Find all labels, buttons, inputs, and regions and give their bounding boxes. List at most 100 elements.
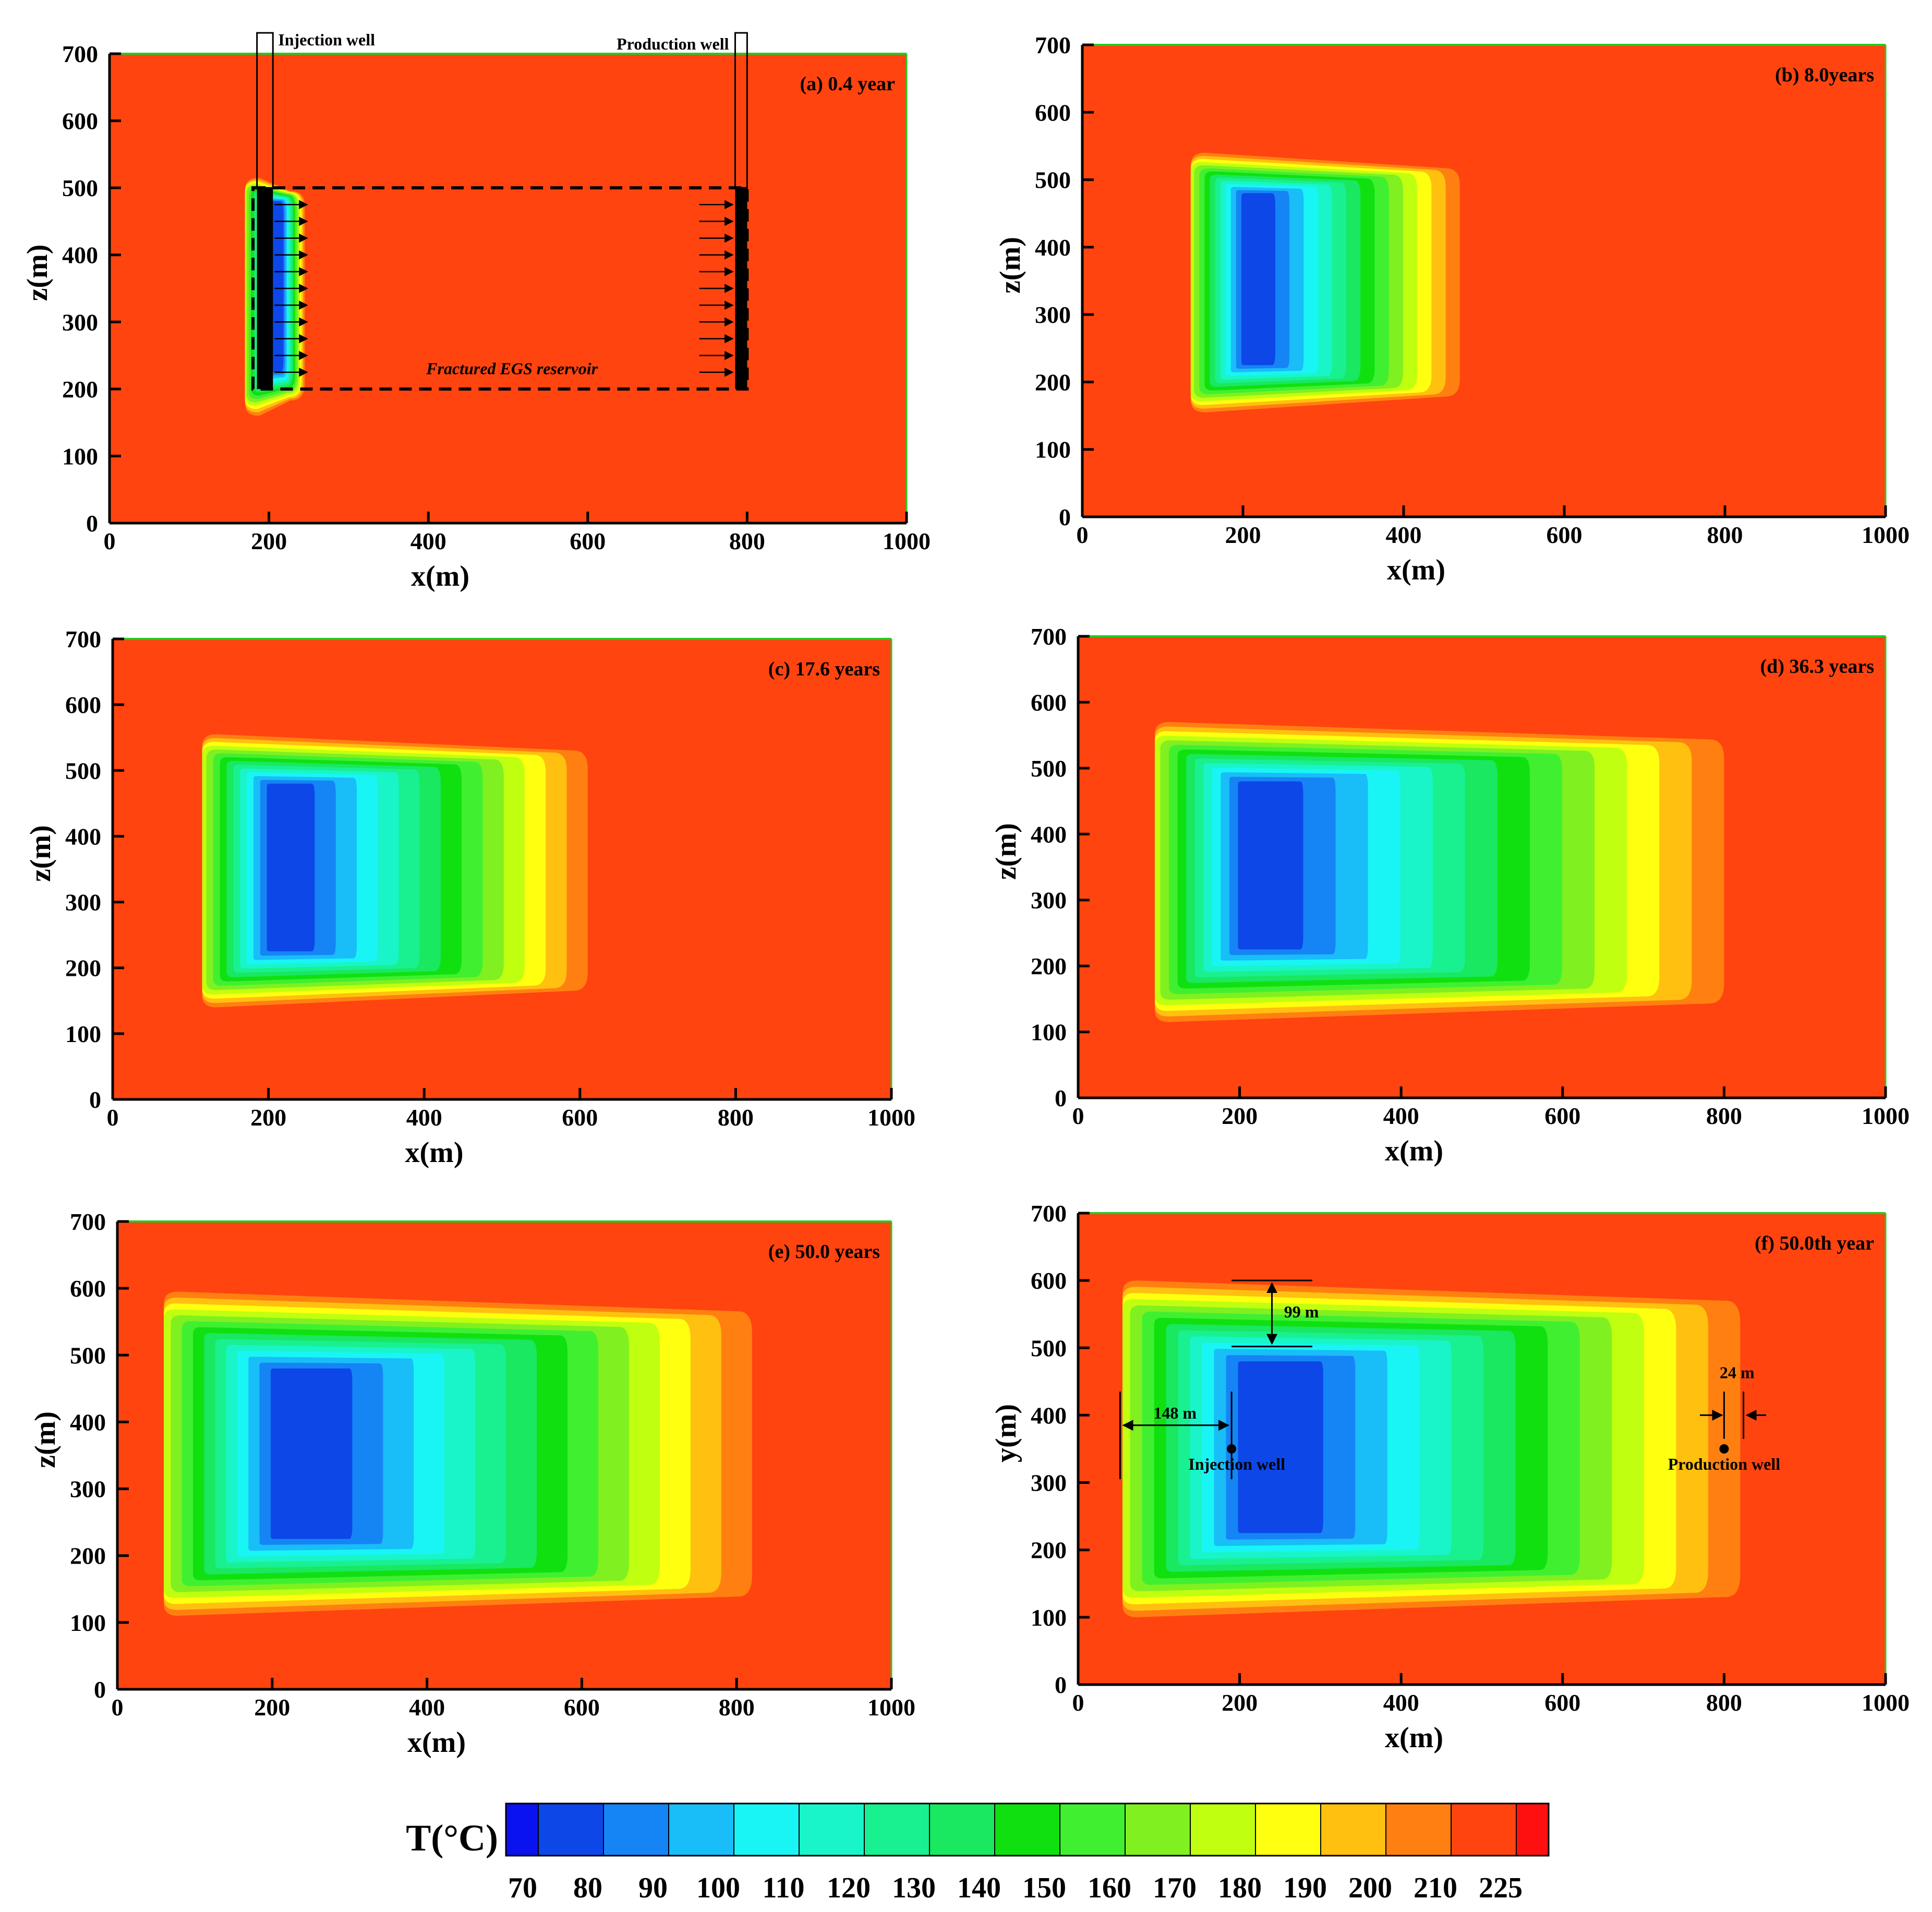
panel-title: (f) 50.0th year (1755, 1232, 1874, 1254)
y-tick-label: 100 (70, 1610, 106, 1636)
colorbar-swatch (733, 1803, 800, 1856)
x-axis-title: x(m) (405, 1136, 464, 1169)
x-axis-title: x(m) (1387, 554, 1445, 586)
x-tick-label: 200 (1225, 522, 1261, 548)
y-tick-label: 700 (1031, 623, 1067, 650)
x-tick-label: 400 (406, 1104, 442, 1131)
x-tick-label: 0 (104, 528, 116, 554)
y-tick-label: 500 (62, 175, 98, 201)
colorbar-tick-label: 120 (827, 1872, 871, 1904)
colorbar-tick-label: 130 (892, 1872, 936, 1904)
x-tick-label: 200 (251, 528, 287, 554)
y-tick-label: 100 (1031, 1019, 1067, 1046)
temperature-band (1238, 781, 1303, 950)
y-tick-label: 200 (65, 955, 101, 982)
colorbar-swatch (1320, 1803, 1386, 1856)
panel-e: 0 200 400 600 800 1000 0 100 200 300 400 500 600 700 x… (29, 1208, 915, 1759)
dimension-label-99m: 99 m (1284, 1302, 1319, 1321)
x-tick-label: 0 (1072, 1103, 1084, 1129)
y-tick-label: 600 (65, 692, 101, 718)
panels-layer: 0 200 400 600 800 10000100200300400500600700x… (21, 30, 1910, 1759)
y-axis-title: y(m) (990, 1404, 1022, 1462)
colorbar-swatch (994, 1803, 1060, 1856)
y-tick-label: 200 (70, 1543, 106, 1569)
production-well-point (1719, 1444, 1729, 1454)
x-tick-label: 1000 (1862, 522, 1910, 548)
y-tick-label: 600 (1035, 99, 1071, 126)
colorbar-swatch (864, 1803, 930, 1856)
y-tick-label: 200 (62, 376, 98, 403)
x-tick-label: 200 (254, 1694, 290, 1721)
panel-a: 0 200 400 600 800 1000 0 100 200 300 400 500 600 700 x… (21, 30, 931, 592)
y-tick-label: 200 (1035, 369, 1071, 395)
colorbar-tick-label: 110 (763, 1872, 805, 1904)
panel-b: 0 200 400 600 800 1000 0 100 200 300 400 500 600 700 x… (994, 32, 1910, 586)
y-tick-label: 600 (70, 1275, 106, 1302)
y-tick-label: 600 (1031, 689, 1067, 716)
y-tick-label: 400 (65, 823, 101, 850)
x-tick-label: 800 (1707, 522, 1743, 548)
x-tick-label: 0 (112, 1694, 124, 1721)
y-axis-title: z(m) (994, 237, 1027, 294)
x-tick-label: 1000 (883, 528, 931, 554)
x-axis-title: x(m) (1385, 1135, 1443, 1167)
x-tick-label: 600 (1544, 1103, 1580, 1129)
x-tick-label: 0 (1072, 1689, 1084, 1716)
x-tick-label: 400 (1383, 1689, 1419, 1716)
colorbar-swatch (1125, 1803, 1191, 1856)
colorbar-swatch (538, 1803, 604, 1856)
colorbar-tick-label: 225 (1479, 1872, 1523, 1904)
production-well-screen (735, 188, 747, 389)
reservoir-outline (251, 186, 749, 391)
y-tick-label: 300 (1035, 301, 1071, 328)
y-tick-label: 700 (65, 626, 101, 652)
panel-c: 0 200 400 600 800 1000 0 100 200 300 400 500 600 700 x… (25, 626, 915, 1169)
colorbar-swatch (1451, 1803, 1517, 1856)
y-tick-label: 400 (1031, 1402, 1067, 1429)
panel-f: 0 200 400 600 800 1000 0 100 200 300 400 500 600 700 x… (990, 1200, 1910, 1754)
panel-title: (b) 8.0years (1775, 64, 1874, 86)
y-tick-label: 600 (62, 108, 98, 135)
x-axis-title: x(m) (1385, 1722, 1443, 1754)
temperature-band (270, 1368, 353, 1539)
panel-title: (a) 0.4 year (800, 73, 895, 95)
x-tick-label: 800 (1706, 1689, 1742, 1716)
colorbar-swatch (603, 1803, 669, 1856)
reservoir-label: Fractured EGS reservoir (426, 359, 598, 378)
y-tick-label: 300 (70, 1476, 106, 1503)
y-tick-label: 0 (1055, 1672, 1067, 1698)
colorbar-tick-label: 100 (696, 1872, 740, 1904)
x-tick-label: 600 (564, 1694, 600, 1721)
panel-d: 0 200 400 600 800 1000 0 100 200 300 400 500 600 700 x… (990, 623, 1910, 1167)
y-tick-label: 200 (1031, 953, 1067, 979)
y-tick-label: 500 (1031, 1335, 1067, 1361)
colorbar-title: T(°C) (406, 1817, 498, 1859)
x-tick-label: 800 (1706, 1103, 1742, 1129)
x-tick-label: 600 (1544, 1689, 1580, 1716)
y-axis-title: z(m) (25, 825, 57, 882)
x-tick-label: 200 (1222, 1103, 1258, 1129)
panel-title: (e) 50.0 years (768, 1241, 880, 1263)
y-tick-label: 500 (1035, 167, 1071, 193)
x-tick-label: 800 (718, 1104, 754, 1131)
y-tick-label: 0 (1055, 1085, 1067, 1111)
dimension-label-24m: 24 m (1720, 1363, 1755, 1382)
production-well-label: Production well (1668, 1455, 1781, 1473)
y-tick-label: 700 (1031, 1200, 1067, 1227)
x-tick-label: 600 (570, 528, 606, 554)
x-tick-label: 800 (719, 1694, 755, 1721)
colorbar-swatch (668, 1803, 734, 1856)
x-tick-label: 1000 (1862, 1689, 1910, 1716)
y-tick-label: 400 (62, 242, 98, 269)
colorbar-swatch (505, 1803, 539, 1856)
y-tick-label: 300 (65, 889, 101, 916)
y-tick-label: 400 (1035, 234, 1071, 261)
x-tick-label: 600 (562, 1104, 598, 1131)
x-tick-label: 200 (1222, 1689, 1258, 1716)
y-tick-label: 500 (1031, 755, 1067, 782)
x-tick-label: 1000 (1862, 1103, 1910, 1129)
colorbar-tick-label: 90 (638, 1872, 668, 1904)
colorbar-tick-label: 140 (957, 1872, 1001, 1904)
colorbar-tick-label: 160 (1088, 1872, 1131, 1904)
colorbar-tick-label: 150 (1022, 1872, 1066, 1904)
